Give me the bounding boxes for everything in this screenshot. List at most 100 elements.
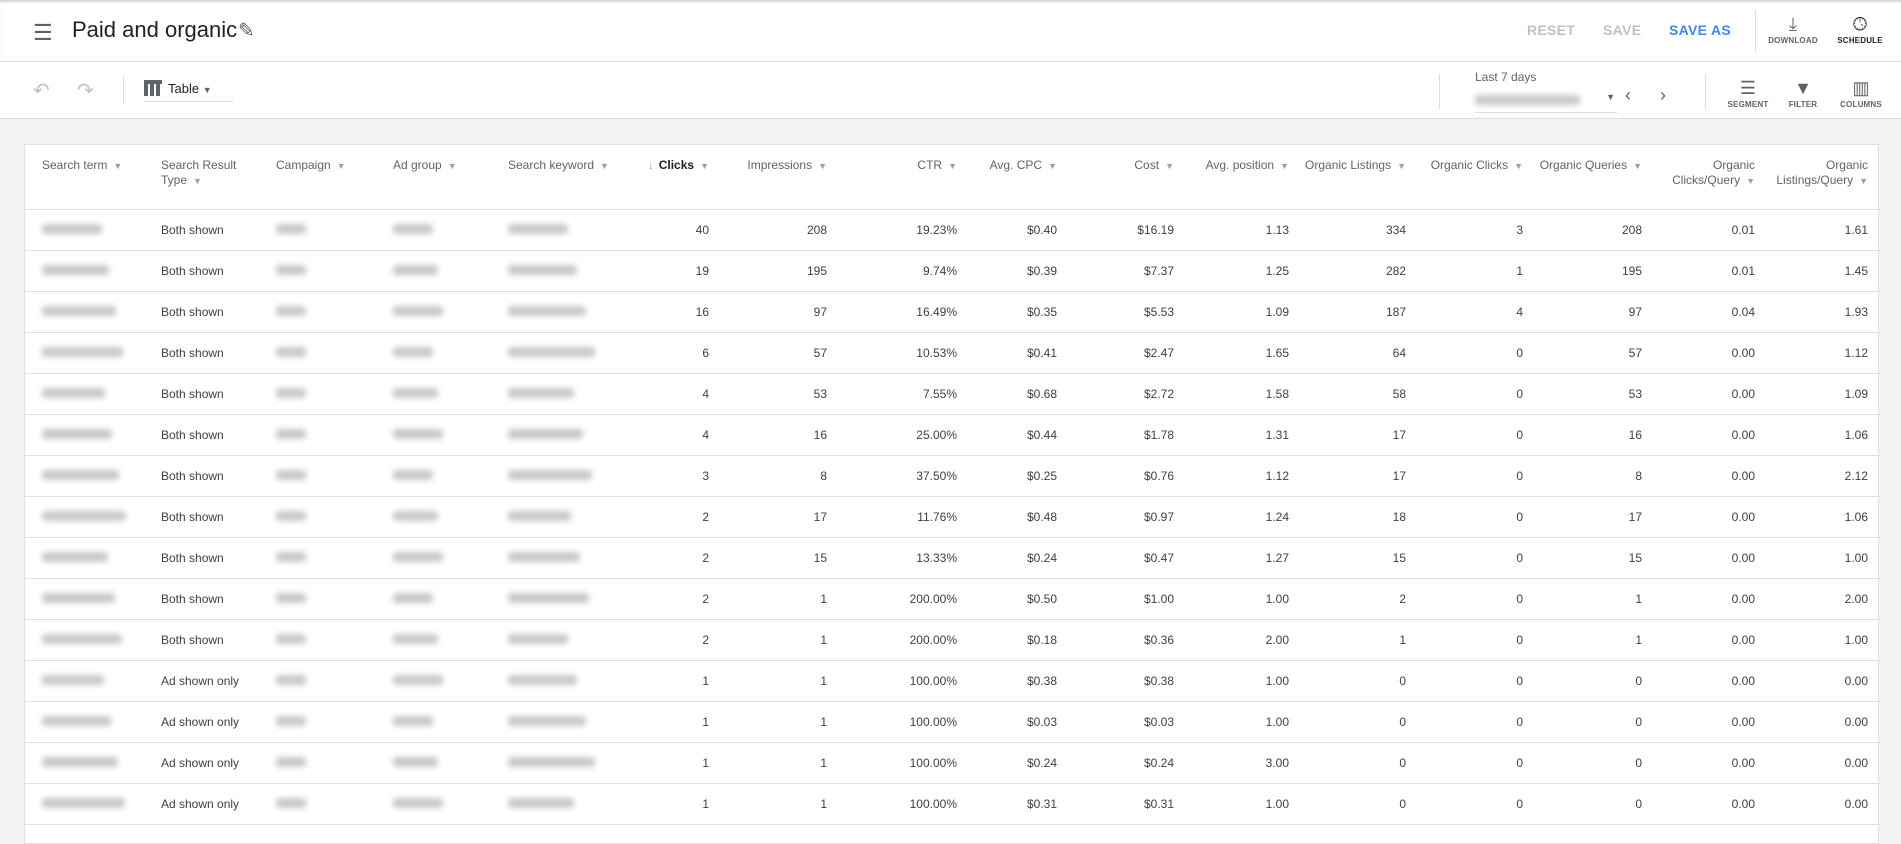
column-header-organic-listings[interactable]: Organic Listings ▼ — [1301, 145, 1418, 210]
column-menu-arrow-icon[interactable]: ▼ — [1397, 161, 1406, 171]
column-header-ctr[interactable]: CTR ▼ — [839, 145, 969, 210]
redacted-text — [508, 469, 592, 480]
metric-cell: 1.09 — [1186, 291, 1301, 333]
column-menu-arrow-icon[interactable]: ▼ — [447, 161, 457, 171]
edit-title-pencil-icon[interactable]: ✎ — [238, 20, 255, 42]
metric-cell: 4 — [621, 414, 721, 456]
column-header-label: Organic Queries — [1539, 158, 1628, 172]
column-header-search-keyword[interactable]: Search keyword ▼ — [491, 145, 621, 210]
table-row[interactable]: Both shown 2 1 200.00% $0.18 $0.36 2.00 1 0 1 0.00… — [25, 619, 1880, 661]
column-menu-arrow-icon[interactable]: ▼ — [1859, 176, 1868, 186]
column-menu-arrow-icon[interactable]: ▼ — [700, 161, 709, 171]
metric-cell: 25.00% — [839, 414, 969, 456]
redacted-text — [393, 510, 438, 521]
column-header-impressions[interactable]: Impressions ▼ — [721, 145, 839, 210]
filter-label: FILTER — [1788, 100, 1818, 109]
column-menu-arrow-icon[interactable]: ▼ — [193, 176, 202, 186]
redacted-text — [508, 715, 586, 726]
redacted-text — [393, 633, 438, 644]
menu-icon[interactable]: ☰ — [33, 20, 53, 45]
metric-cell: 0.00 — [1767, 660, 1880, 702]
columns-button[interactable]: ▥ COLUMNS — [1831, 76, 1891, 109]
column-menu-arrow-icon[interactable]: ▼ — [336, 161, 346, 171]
table-row[interactable]: Both shown 19 195 9.74% $0.39 $7.37 1.25 282 1 19… — [25, 250, 1880, 292]
redacted-cell — [491, 496, 621, 538]
reset-button[interactable]: RESET — [1527, 22, 1576, 38]
column-header-ad-group[interactable]: Ad group ▼ — [376, 145, 491, 210]
table-row[interactable]: Ad shown only 1 1 100.00% $0.24 $0.24 3.00 0 0 0 0… — [25, 742, 1880, 784]
redacted-text — [276, 797, 306, 808]
metric-cell: 17 — [721, 496, 839, 538]
metric-cell: 0 — [1301, 701, 1418, 743]
column-header-campaign[interactable]: Campaign ▼ — [259, 145, 376, 210]
metric-cell: 19 — [621, 250, 721, 292]
undo-icon[interactable]: ↶ — [33, 80, 50, 102]
segment-button[interactable]: ☰ SEGMENT — [1718, 76, 1778, 109]
metric-cell: 8 — [1535, 455, 1654, 497]
download-button[interactable]: ⤓ DOWNLOAD — [1763, 12, 1823, 45]
table-row[interactable]: Ad shown only 1 1 100.00% $0.31 $0.31 1.00 0 0 0 0… — [25, 783, 1880, 825]
column-header-avg-position[interactable]: Avg. position ▼ — [1186, 145, 1301, 210]
redacted-cell — [25, 332, 144, 374]
column-header-avg-cpc[interactable]: Avg. CPC ▼ — [969, 145, 1069, 210]
table-row[interactable]: Both shown 2 17 11.76% $0.48 $0.97 1.24 18 0 17 0.… — [25, 496, 1880, 538]
redacted-cell — [491, 250, 621, 292]
next-period-icon[interactable]: › — [1660, 85, 1666, 105]
filter-button[interactable]: ▼ FILTER — [1773, 76, 1833, 109]
date-range-dropdown[interactable]: ▼ — [1475, 87, 1617, 113]
table-row[interactable]: Both shown 6 57 10.53% $0.41 $2.47 1.65 64 0 57 0.… — [25, 332, 1880, 374]
column-menu-arrow-icon[interactable]: ▼ — [113, 161, 123, 171]
column-menu-arrow-icon[interactable]: ▼ — [1280, 161, 1289, 171]
column-menu-arrow-icon[interactable]: ▼ — [1165, 161, 1174, 171]
column-menu-arrow-icon[interactable]: ▼ — [1633, 161, 1642, 171]
metric-cell: 0 — [1301, 783, 1418, 825]
previous-period-icon[interactable]: ‹ — [1625, 85, 1631, 105]
metric-cell: $0.24 — [969, 742, 1069, 784]
metric-cell: 7.55% — [839, 373, 969, 415]
metric-cell: 0 — [1418, 455, 1535, 497]
column-header-organic-clicks-query[interactable]: Organic Clicks/Query ▼ — [1654, 145, 1767, 210]
redo-icon[interactable]: ↷ — [77, 80, 94, 102]
column-header-organic-listings-query[interactable]: Organic Listings/Query ▼ — [1767, 145, 1880, 210]
redacted-text — [276, 674, 306, 685]
table-row[interactable]: Ad shown only 1 1 100.00% $0.03 $0.03 1.00 0 0 0 0… — [25, 701, 1880, 743]
table-row[interactable]: Both shown 2 1 200.00% $0.50 $1.00 1.00 2 0 1 0.00… — [25, 578, 1880, 620]
column-header-label: Avg. position — [1205, 158, 1275, 172]
metric-cell: $2.47 — [1069, 332, 1186, 374]
table-row[interactable]: Both shown 4 53 7.55% $0.68 $2.72 1.58 58 0 53 0.0… — [25, 373, 1880, 415]
column-header-clicks[interactable]: ↓ Clicks ▼ — [621, 145, 721, 210]
metric-cell: 1 — [621, 783, 721, 825]
column-header-cost[interactable]: Cost ▼ — [1069, 145, 1186, 210]
table-row[interactable]: Both shown 3 8 37.50% $0.25 $0.76 1.12 17 0 8 0.00… — [25, 455, 1880, 497]
redacted-cell — [376, 455, 491, 497]
redacted-cell — [376, 701, 491, 743]
schedule-button[interactable]: 🕓︎ SCHEDULE — [1830, 12, 1890, 45]
column-header-search-result-type[interactable]: Search Result Type ▼ — [144, 145, 259, 210]
metric-cell: $0.41 — [969, 332, 1069, 374]
column-menu-arrow-icon[interactable]: ▼ — [1746, 176, 1755, 186]
redacted-cell — [259, 701, 376, 743]
column-header-organic-queries[interactable]: Organic Queries ▼ — [1535, 145, 1654, 210]
metric-cell: 1 — [721, 701, 839, 743]
column-menu-arrow-icon[interactable]: ▼ — [600, 161, 609, 171]
column-menu-arrow-icon[interactable]: ▼ — [1048, 161, 1057, 171]
table-row[interactable]: Both shown 16 97 16.49% $0.35 $5.53 1.09 187 4 97… — [25, 291, 1880, 333]
column-menu-arrow-icon[interactable]: ▼ — [948, 161, 957, 171]
table-row[interactable]: Both shown 40 208 19.23% $0.40 $16.19 1.13 334 3… — [25, 209, 1880, 251]
column-header-organic-clicks[interactable]: Organic Clicks ▼ — [1418, 145, 1535, 210]
metric-cell: 57 — [721, 332, 839, 374]
metric-cell: $0.35 — [969, 291, 1069, 333]
redacted-cell — [491, 783, 621, 825]
save-as-button[interactable]: SAVE AS — [1669, 22, 1732, 38]
column-menu-arrow-icon[interactable]: ▼ — [1514, 161, 1523, 171]
view-type-dropdown[interactable]: Table ▼ — [144, 80, 233, 102]
metric-cell: 0.00 — [1767, 783, 1880, 825]
column-header-search-term[interactable]: Search term ▼ — [25, 145, 144, 210]
redacted-text — [42, 715, 111, 726]
table-row[interactable]: Both shown 4 16 25.00% $0.44 $1.78 1.31 17 0 16 0.… — [25, 414, 1880, 456]
save-button[interactable]: SAVE — [1603, 22, 1642, 38]
redacted-cell — [259, 250, 376, 292]
table-row[interactable]: Ad shown only 1 1 100.00% $0.38 $0.38 1.00 0 0 0 0… — [25, 660, 1880, 702]
table-row[interactable]: Both shown 2 15 13.33% $0.24 $0.47 1.27 15 0 15 0.… — [25, 537, 1880, 579]
column-menu-arrow-icon[interactable]: ▼ — [818, 161, 827, 171]
